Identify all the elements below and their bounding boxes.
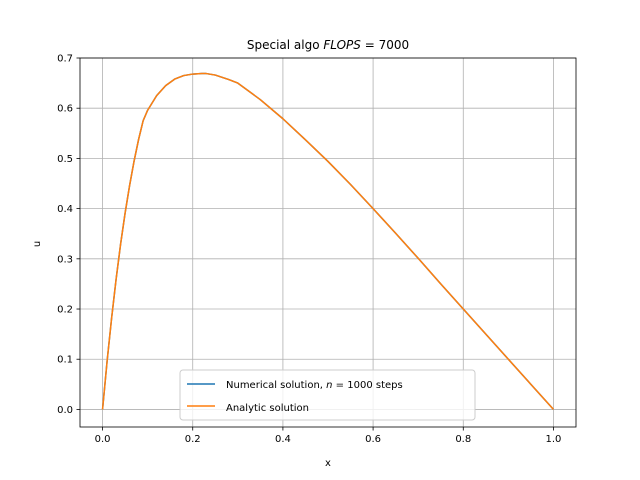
y-tick-label: 0.4 [57,204,73,215]
y-tick-label: 0.7 [57,54,73,65]
y-tick-label: 0.6 [57,104,73,115]
x-axis: 0.0 0.2 0.4 0.6 0.8 1.0 [95,427,562,445]
y-tick-label: 0.0 [57,405,73,416]
x-tick-label: 0.6 [365,434,381,445]
legend: Numerical solution, n = 1000 steps Analy… [179,369,476,421]
analytic-solution-line [101,72,555,410]
plot-frame [79,57,577,428]
x-tick-label: 0.2 [185,434,201,445]
x-tick-label: 0.0 [95,434,111,445]
legend-label-numerical: Numerical solution, n = 1000 steps [226,380,403,391]
x-axis-label: x [325,458,331,469]
y-tick-label: 0.5 [57,154,73,165]
legend-label-analytic: Analytic solution [226,403,309,414]
y-tick-label: 0.3 [57,254,73,265]
y-tick-label: 0.1 [57,355,73,366]
legend-box [179,369,476,421]
x-tick-label: 0.4 [275,434,291,445]
x-tick-label: 1.0 [546,434,562,445]
y-axis-label: u [32,241,43,247]
chart-title: Special algo FLOPS = 7000 [247,38,409,52]
y-tick-label: 0.2 [57,305,73,316]
x-tick-label: 0.8 [455,434,471,445]
plot-lines [101,72,555,410]
y-axis: 0.0 0.1 0.2 0.3 0.4 0.5 0.6 0.7 [57,54,80,416]
